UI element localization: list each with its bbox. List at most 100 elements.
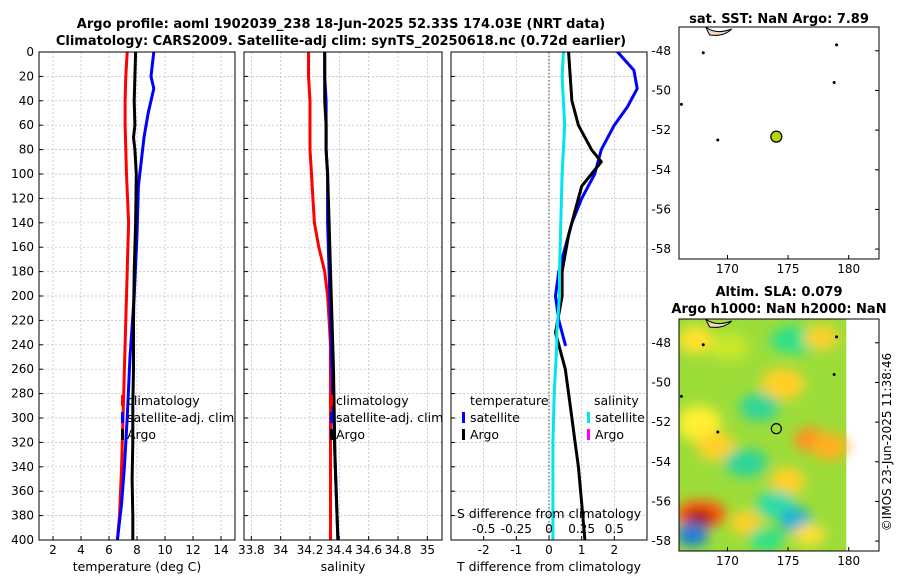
- y-tick-label: 340: [11, 460, 34, 474]
- map-y-tick-label: -52: [651, 123, 671, 137]
- y-tick-label: 200: [11, 289, 34, 303]
- sla-map-title: Altim. SLA: 0.079: [716, 285, 843, 300]
- map-y-tick-label: -56: [651, 202, 671, 216]
- t-difference-xlabel: T difference from climatology: [456, 559, 642, 574]
- island-marker: [832, 373, 836, 377]
- legend-group-temperature: temperature: [470, 393, 549, 408]
- island-marker: [701, 51, 705, 55]
- sla-anomaly: [760, 367, 805, 400]
- map-x-tick-label: 170: [716, 554, 739, 568]
- sst-map-title: sat. SST: NaN Argo: 7.89: [689, 12, 869, 27]
- s-tick-label: 0: [545, 522, 553, 536]
- sla-anomaly: [679, 405, 722, 442]
- sla-anomaly: [709, 332, 750, 361]
- island-marker: [832, 81, 836, 85]
- map-x-tick-label: 175: [777, 554, 800, 568]
- map-y-tick-label: -50: [651, 375, 671, 389]
- x-tick-label: 33.8: [238, 543, 265, 557]
- legend-swatch-s-s_satellite: [587, 412, 590, 423]
- legend-label-t-t_argo: Argo: [470, 427, 499, 442]
- legend-swatch-satellite-adj: [121, 412, 124, 423]
- island-marker: [716, 138, 720, 142]
- map-area: [679, 27, 879, 259]
- y-tick-label: 160: [11, 240, 34, 254]
- y-tick-label: 40: [19, 94, 34, 108]
- map-x-tick-label: 170: [716, 262, 739, 276]
- sla-blobs: [679, 325, 848, 551]
- x-tick-label: -2: [478, 543, 490, 557]
- sla-anomaly: [679, 325, 714, 354]
- sla-anomaly: [747, 527, 784, 551]
- map-y-tick-label: -52: [651, 415, 671, 429]
- legend-group-salinity: salinity: [594, 393, 639, 408]
- series-line-t-satellite: [554, 52, 639, 347]
- x-tick-label: 2: [49, 543, 57, 557]
- y-tick-label: 280: [11, 387, 34, 401]
- legend-label-s-s_satellite: satellite: [595, 410, 645, 425]
- map-x-tick-label: 180: [837, 262, 860, 276]
- islands: [679, 43, 839, 142]
- map-y-tick-label: -54: [651, 455, 671, 469]
- y-tick-label: 360: [11, 484, 34, 498]
- legend-swatch-argo: [330, 429, 333, 440]
- series-line-climatology: [115, 52, 131, 540]
- s-difference-xlabel: S difference from climatology: [457, 506, 642, 521]
- island-marker: [679, 102, 683, 106]
- map-y-tick-label: -48: [651, 336, 671, 350]
- series-line-t-argo: [554, 52, 603, 540]
- island-marker: [835, 335, 839, 339]
- y-tick-label: 240: [11, 338, 34, 352]
- legend-swatch-t-t_satellite: [462, 412, 465, 423]
- sla-anomaly: [695, 432, 736, 461]
- s-tick-label: 0.25: [568, 522, 595, 536]
- y-tick-label: 100: [11, 167, 34, 181]
- argo-float-marker: [770, 130, 783, 143]
- y-tick-label: 20: [19, 69, 34, 83]
- sla-anomaly: [769, 467, 806, 496]
- y-tick-label: 380: [11, 509, 34, 523]
- y-tick-label: 300: [11, 411, 34, 425]
- sla-anomaly: [739, 393, 780, 422]
- legend-swatch-t-t_argo: [462, 429, 465, 440]
- map-y-tick-label: -54: [651, 163, 671, 177]
- figure-title-line1: Argo profile: aoml 1902039_238 18-Jun-20…: [77, 17, 605, 32]
- new-zealand-coast: [705, 26, 733, 36]
- x-tick-label: 34.6: [355, 543, 382, 557]
- island-marker: [701, 343, 705, 347]
- x-tick-label: 6: [105, 543, 113, 557]
- sla-anomaly: [723, 448, 768, 477]
- map-frame: [678, 26, 880, 260]
- map-y-tick-label: -50: [651, 83, 671, 97]
- legend-swatch-satellite-adj: [330, 412, 333, 423]
- x-tick-label: 1: [578, 543, 586, 557]
- x-tick-label: 2: [611, 543, 619, 557]
- y-tick-label: 220: [11, 313, 34, 327]
- y-tick-label: 0: [26, 45, 34, 59]
- legend-swatch-climatology: [121, 395, 124, 406]
- figure-title-line2: Climatology: CARS2009. Satellite-adj cli…: [56, 34, 626, 49]
- s-tick-label: 0.5: [605, 522, 624, 536]
- legend-label-climatology: climatology: [127, 393, 200, 408]
- legend-label-argo: Argo: [336, 427, 365, 442]
- difference-profile-panel: -2 -1 0 1 2 temperature salinity satellite Argo s…: [450, 51, 648, 557]
- imos-timestamp: ©IMOS 23-Jun-2025 11:38:46: [880, 353, 894, 531]
- legend-swatch-climatology: [330, 395, 333, 406]
- y-tick-label: 260: [11, 362, 34, 376]
- series-line-argo: [130, 52, 138, 540]
- sst-map-panel: -48 -50 -52 -54 -56 -58 170 175 180: [651, 26, 880, 276]
- sla-anomaly: [803, 325, 840, 350]
- map-frame: [678, 318, 880, 552]
- sla-anomaly: [811, 432, 848, 461]
- x-tick-label: 35: [420, 543, 435, 557]
- argo-float-marker: [770, 423, 782, 435]
- x-tick-label: 34: [273, 543, 288, 557]
- grid-lines: [39, 51, 235, 541]
- legend-label-satellite-adj: satellite-adj. clim: [336, 410, 443, 425]
- s-tick-label: -0.25: [501, 522, 532, 536]
- legend-swatch-argo: [121, 429, 124, 440]
- x-tick-label: 12: [185, 543, 200, 557]
- map-x-tick-label: 175: [777, 262, 800, 276]
- legend-label-satellite-adj: satellite-adj. clim: [127, 410, 234, 425]
- legend-label-climatology: climatology: [336, 393, 409, 408]
